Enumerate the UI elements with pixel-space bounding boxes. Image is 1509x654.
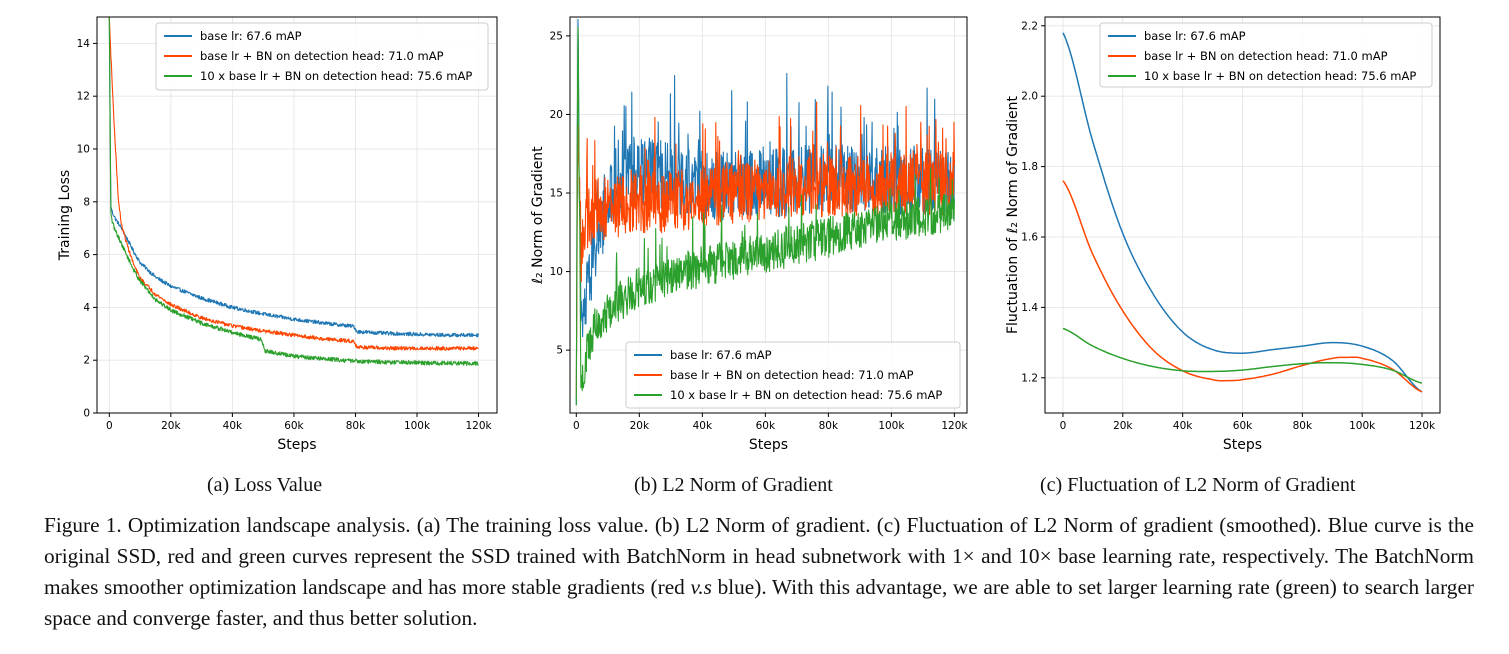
- x-tick-label: 120k: [1409, 420, 1436, 432]
- legend-label: base lr: 67.6 mAP: [1144, 29, 1246, 43]
- series-line-2: [108, 17, 479, 351]
- y-tick-label: 5: [556, 345, 563, 357]
- series-line-2: [575, 101, 955, 398]
- legend-label: 10 x base lr + BN on detection head: 75.…: [670, 388, 942, 402]
- legend: base lr: 67.6 mAP base lr + BN on detecti…: [155, 22, 489, 91]
- y-tick-label: 2.0: [1021, 91, 1038, 103]
- axes-frame: [96, 16, 498, 414]
- caption-part1: Figure 1. Optimization landscape analysi…: [44, 513, 1474, 599]
- x-tick-label: 60k: [1233, 420, 1253, 432]
- y-tick-label: 10: [77, 144, 90, 156]
- x-tick-label: 40k: [1173, 420, 1193, 432]
- legend-label: base lr + BN on detection head: 71.0 mAP: [200, 49, 444, 63]
- y-tick-label: 0: [83, 408, 90, 420]
- x-tick-label: 100k: [1349, 420, 1376, 432]
- plot-area: [108, 17, 480, 366]
- y-tick-label: 12: [77, 91, 90, 103]
- legend-label: 10 x base lr + BN on detection head: 75.…: [1144, 69, 1416, 83]
- x-tick-label: 60k: [756, 420, 776, 432]
- caption-part2: blue). With this advantage, we are able …: [44, 575, 1474, 630]
- legend-label: base lr: 67.6 mAP: [200, 29, 302, 43]
- chart-loss-value: 0 20k 40k 60k 80k 100k 120k 0 2 4 6 8 10 12 14 Steps Tra…: [57, 16, 498, 453]
- y-tick-label: 14: [77, 38, 91, 50]
- y-axis-label: Fluctuation of ℓ₂ Norm of Gradient: [1005, 95, 1021, 334]
- legend-label: base lr: 67.6 mAP: [670, 348, 772, 362]
- legend-label: base lr + BN on detection head: 71.0 mAP: [670, 368, 914, 382]
- x-tick-label: 120k: [465, 420, 492, 432]
- x-tick-label: 100k: [878, 420, 905, 432]
- legend-label: 10 x base lr + BN on detection head: 75.…: [200, 69, 472, 83]
- y-tick-label: 1.6: [1021, 232, 1038, 244]
- plot-area: [1062, 32, 1423, 393]
- y-tick-label: 1.4: [1021, 302, 1038, 314]
- x-tick-label: 40k: [693, 420, 713, 432]
- series-line-3: [1062, 327, 1423, 384]
- series-line-1: [108, 17, 480, 338]
- x-tick-label: 0: [1060, 420, 1067, 432]
- legend-box: [155, 22, 489, 91]
- x-tick-label: 100k: [404, 420, 431, 432]
- y-tick-label: 20: [550, 109, 563, 121]
- series-line-1: [1062, 32, 1423, 393]
- series-line-2: [1062, 180, 1423, 393]
- legend: base lr: 67.6 mAP base lr + BN on detecti…: [1099, 22, 1433, 88]
- axes-frame: [569, 16, 968, 414]
- legend-box: [1099, 22, 1433, 88]
- subcaption-a: (a) Loss Value: [207, 474, 323, 496]
- y-tick-label: 1.8: [1021, 161, 1038, 173]
- x-tick-label: 20k: [161, 420, 181, 432]
- y-tick-label: 2: [83, 355, 90, 367]
- x-tick-label: 20k: [630, 420, 650, 432]
- subcaption-b: (b) L2 Norm of Gradient: [634, 474, 833, 496]
- y-tick-label: 6: [83, 249, 90, 261]
- series-line-3: [575, 26, 955, 406]
- x-axis-label: Steps: [749, 437, 788, 453]
- x-tick-label: 40k: [223, 420, 243, 432]
- legend-label: base lr + BN on detection head: 71.0 mAP: [1144, 49, 1388, 63]
- y-axis-label: Training Loss: [57, 170, 73, 261]
- caption-italic: v.s: [690, 575, 712, 599]
- y-tick-label: 4: [83, 302, 90, 314]
- subcaption-c: (c) Fluctuation of L2 Norm of Gradient: [1040, 474, 1356, 496]
- y-tick-label: 2.2: [1021, 20, 1038, 32]
- x-tick-label: 60k: [284, 420, 304, 432]
- legend-box: [625, 341, 961, 409]
- x-axis-label: Steps: [1223, 437, 1262, 453]
- y-tick-label: 1.2: [1021, 372, 1038, 384]
- x-tick-label: 120k: [941, 420, 968, 432]
- y-tick-label: 25: [550, 30, 563, 42]
- x-tick-label: 80k: [346, 420, 366, 432]
- plot-area: [575, 18, 955, 406]
- chart-l2-norm-gradient: 0 20k 40k 60k 80k 100k 120k 5 10 15 20 25 Steps ℓ₂ No…: [530, 16, 968, 453]
- y-tick-label: 8: [83, 196, 90, 208]
- x-tick-label: 0: [573, 420, 580, 432]
- chart-fluctuation-l2-norm: 0 20k 40k 60k 80k 100k 120k 1.2 1.4 1.6 1.8 2.0 2.2 S…: [1005, 16, 1441, 453]
- x-tick-label: 80k: [819, 420, 839, 432]
- y-tick-label: 15: [550, 188, 563, 200]
- x-axis-label: Steps: [277, 437, 316, 453]
- x-tick-label: 20k: [1113, 420, 1133, 432]
- x-tick-label: 0: [106, 420, 113, 432]
- legend: base lr: 67.6 mAP base lr + BN on detecti…: [625, 341, 961, 409]
- y-axis-label: ℓ₂ Norm of Gradient: [530, 146, 546, 285]
- figure-caption: Figure 1. Optimization landscape analysi…: [44, 510, 1474, 634]
- series-line-3: [108, 17, 479, 366]
- x-tick-label: 80k: [1293, 420, 1313, 432]
- y-tick-label: 10: [550, 266, 563, 278]
